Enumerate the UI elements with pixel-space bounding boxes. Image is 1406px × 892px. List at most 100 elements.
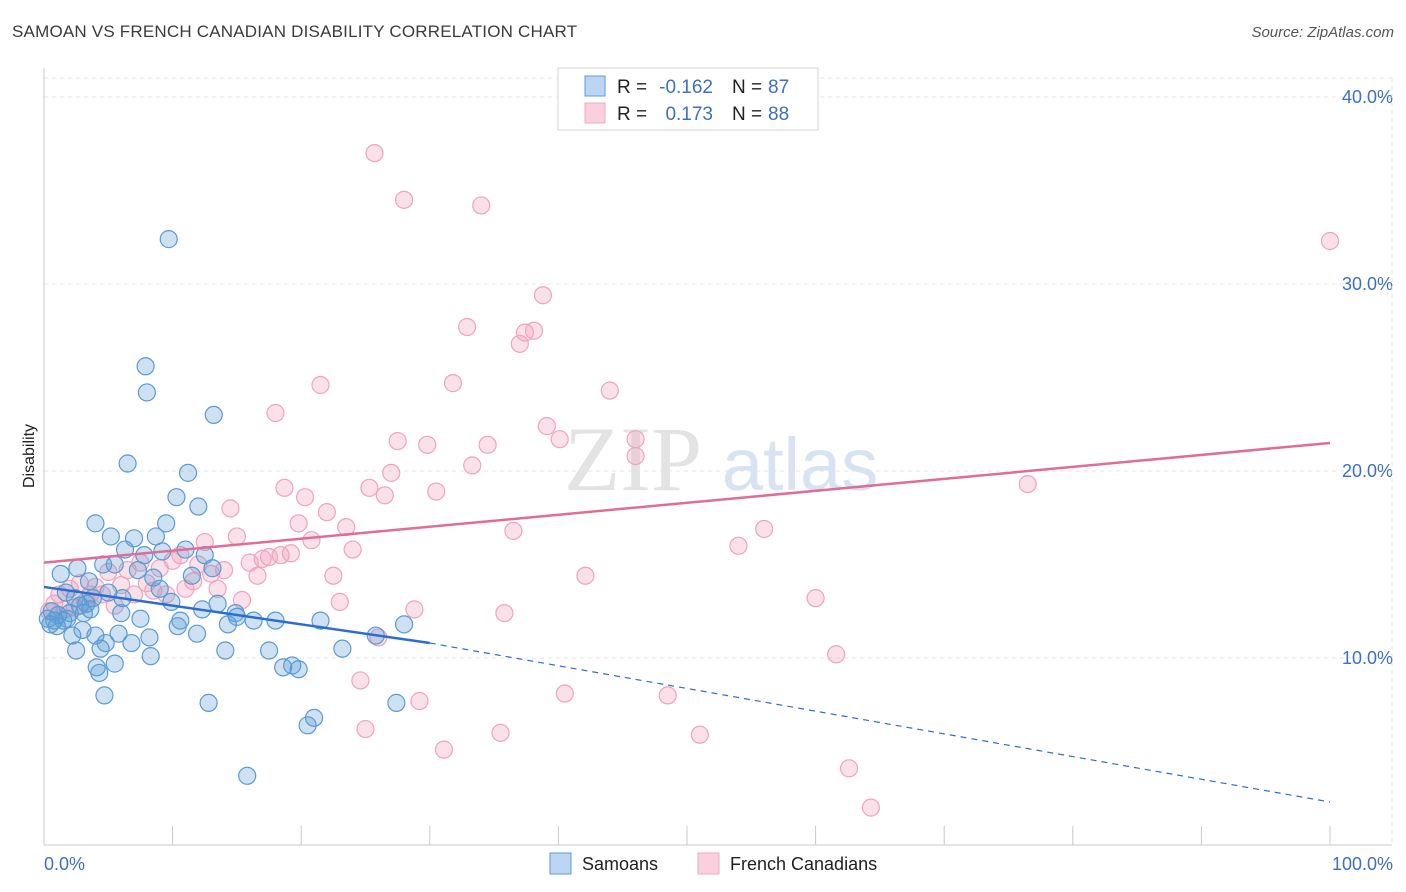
point-french-canadians (550, 430, 569, 449)
point-samoans (394, 615, 414, 634)
point-samoans (244, 611, 263, 630)
point-samoans (95, 686, 114, 705)
point-samoans (333, 639, 352, 658)
point-french-canadians (827, 645, 846, 664)
point-french-canadians (227, 527, 246, 546)
point-french-canadians (184, 572, 203, 591)
point-french-canadians (189, 555, 208, 574)
point-samoans (167, 488, 186, 507)
point-french-canadians (317, 503, 337, 522)
point-french-canadians (443, 374, 463, 393)
point-french-canadians (555, 684, 574, 703)
point-french-canadians (410, 691, 429, 711)
point-french-canadians (214, 561, 234, 580)
point-french-canadians (365, 144, 384, 163)
point-samoans (298, 716, 317, 735)
point-french-canadians (275, 478, 294, 497)
watermark-zip: ZIP (564, 408, 702, 510)
point-samoans (124, 529, 144, 548)
point-french-canadians (343, 540, 362, 559)
point-french-canadians (253, 549, 272, 568)
point-french-canadians (405, 600, 424, 619)
y-tick-label: 40.0% (1342, 87, 1393, 107)
point-samoans (189, 497, 208, 516)
y-tick-label: 30.0% (1342, 274, 1393, 294)
point-samoans (216, 641, 235, 660)
legend: R = -0.162 N = 87 R = 0.173 N = 88 (557, 67, 819, 131)
point-samoans (131, 609, 150, 628)
point-samoans (187, 624, 207, 643)
point-samoans (304, 708, 324, 727)
point-french-canadians (176, 579, 195, 598)
point-samoans (91, 639, 110, 658)
point-french-canadians (382, 463, 401, 482)
point-french-canadians (394, 190, 414, 209)
point-french-canadians (690, 725, 709, 744)
point-french-canadians (457, 317, 477, 337)
point-french-canadians (360, 478, 379, 497)
point-french-canadians (208, 579, 227, 598)
point-french-canadians (232, 590, 252, 610)
point-french-canadians (351, 671, 370, 690)
point-french-canadians (491, 723, 510, 742)
point-french-canadians (729, 536, 748, 555)
point-samoans (128, 561, 147, 580)
point-samoans (109, 624, 128, 643)
point-samoans (90, 663, 109, 683)
point-french-canadians (434, 740, 454, 759)
point-samoans (140, 628, 159, 647)
point-french-canadians (755, 519, 774, 539)
legend-swatch-french-canadians (584, 102, 606, 124)
legend-r-label-2: R = (617, 104, 647, 125)
point-samoans (112, 604, 131, 623)
point-french-canadians (330, 592, 349, 612)
point-samoans (105, 654, 124, 673)
point-samoans (199, 693, 218, 712)
point-french-canadians (375, 486, 394, 505)
point-samoans (182, 566, 201, 585)
watermark: ZIP atlas (564, 408, 878, 510)
point-french-canadians (281, 544, 301, 563)
legend-n-label-2: N = (732, 104, 762, 125)
point-french-canadians (576, 566, 595, 585)
legend-n-label-1: N = (732, 77, 762, 98)
point-samoans (387, 693, 406, 712)
point-french-canadians (324, 566, 343, 585)
point-samoans (204, 405, 223, 424)
point-samoans (171, 611, 190, 630)
point-french-canadians (839, 759, 859, 778)
point-french-canadians (427, 482, 446, 501)
trend-line-samoans-extrapolated (429, 642, 1331, 803)
point-samoans (101, 527, 120, 546)
point-samoans (141, 647, 160, 666)
legend-swatch-samoans (584, 75, 606, 97)
point-french-canadians (221, 499, 240, 518)
point-samoans (157, 514, 176, 533)
point-samoans (238, 766, 257, 785)
point-french-canadians (266, 403, 285, 423)
y-tick-label: 20.0% (1342, 461, 1393, 481)
point-samoans (311, 611, 330, 630)
point-french-canadians (537, 417, 556, 436)
axes (43, 68, 1392, 846)
point-samoans (259, 641, 279, 660)
point-samoans (135, 546, 154, 565)
point-samoans (67, 641, 86, 660)
point-samoans (203, 559, 222, 578)
point-samoans (63, 626, 82, 645)
bottom-legend-swatch-french-canadians (697, 852, 720, 875)
point-french-canadians (463, 456, 482, 475)
point-french-canadians (504, 521, 523, 540)
series-french-canadians (40, 144, 1340, 817)
point-samoans (274, 658, 293, 677)
point-samoans (162, 592, 181, 612)
point-french-canadians (495, 604, 514, 623)
point-samoans (96, 633, 115, 653)
point-french-canadians (1320, 231, 1340, 251)
point-samoans (150, 579, 169, 598)
point-samoans (289, 660, 308, 679)
point-samoans (49, 605, 68, 625)
y-axis-title: Disability (21, 424, 38, 488)
point-samoans (86, 514, 105, 533)
point-french-canadians (478, 435, 497, 454)
